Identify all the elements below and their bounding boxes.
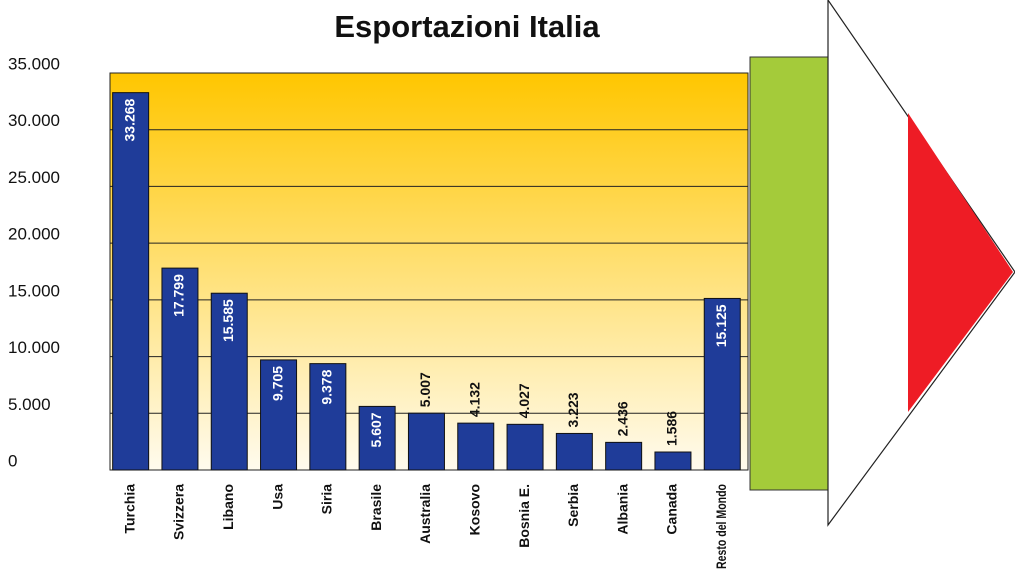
x-tick-label: Resto del Mondo: [713, 484, 729, 569]
value-label: 5.007: [417, 372, 433, 407]
y-tick-label: 15.000: [8, 281, 60, 300]
y-tick-label: 25.000: [8, 168, 60, 187]
bar: [506, 423, 544, 471]
x-tick-label: Siria: [319, 484, 335, 515]
value-label: 4.027: [516, 383, 532, 418]
x-tick-label: Brasile: [368, 484, 384, 531]
y-tick-label: 0: [8, 451, 17, 470]
bar: [703, 297, 741, 471]
value-label: 33.268: [121, 98, 137, 141]
value-label: 3.223: [565, 392, 581, 427]
y-tick-label: 20.000: [8, 225, 60, 244]
x-tick-label: Libano: [220, 484, 236, 530]
value-label: 5.607: [368, 412, 384, 447]
bar: [112, 92, 150, 471]
bar: [161, 267, 199, 471]
x-tick-label: Serbia: [565, 484, 581, 527]
bar: [654, 451, 692, 471]
chart-title: Esportazioni Italia: [334, 9, 600, 44]
value-label: 17.799: [171, 274, 187, 317]
x-tick-label: Bosnia E.: [516, 484, 532, 548]
bar: [210, 292, 248, 471]
value-label: 1.586: [664, 411, 680, 446]
y-tick-label: 5.000: [8, 395, 51, 414]
x-tick-label: Australia: [417, 484, 433, 544]
bar: [309, 363, 347, 471]
y-tick-label: 10.000: [8, 338, 60, 357]
value-label: 15.585: [220, 299, 236, 342]
flag-green: [749, 56, 831, 491]
value-label: 15.125: [713, 304, 729, 347]
x-tick-label: Canada: [664, 484, 680, 535]
x-tick-label: Svizzera: [171, 484, 187, 540]
bar: [457, 422, 495, 471]
bar: [407, 412, 445, 471]
y-tick-label: 35.000: [8, 54, 60, 73]
x-tick-label: Turchia: [121, 484, 137, 534]
bar: [260, 359, 298, 471]
value-label: 9.378: [319, 369, 335, 404]
bar: [358, 405, 396, 471]
value-label: 4.132: [466, 382, 482, 417]
flag-red: [908, 113, 1013, 412]
value-label: 9.705: [269, 366, 285, 401]
x-tick-label: Kosovo: [466, 484, 482, 535]
bar: [605, 441, 643, 471]
bar: [555, 432, 593, 471]
value-label: 2.436: [614, 401, 630, 436]
x-tick-label: Albania: [614, 484, 630, 535]
x-tick-label: Usa: [269, 484, 285, 510]
plot-area: [109, 72, 749, 471]
y-tick-label: 30.000: [8, 111, 60, 130]
